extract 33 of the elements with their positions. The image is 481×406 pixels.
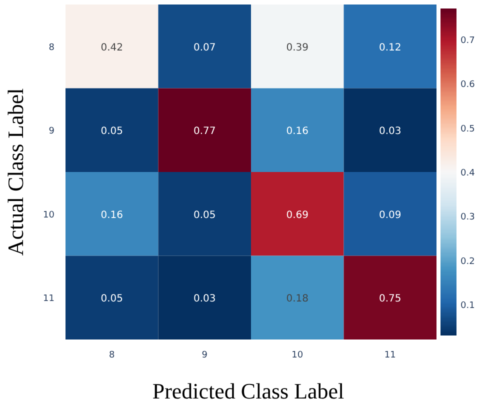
- data-label: 0.39: [286, 42, 309, 54]
- data-label: 0.03: [378, 126, 402, 138]
- data-label: 0.16: [286, 126, 309, 138]
- data-label: 0.07: [193, 42, 216, 54]
- y-tick-label: 10: [43, 210, 55, 220]
- data-label: 0.12: [378, 42, 402, 54]
- data-label: 0.05: [100, 294, 124, 305]
- color-bar-label: 0.2: [460, 256, 475, 267]
- x-axis-title: Predicted Class Label: [152, 378, 344, 404]
- data-label: 0.09: [378, 210, 402, 221]
- data-label: 0.75: [378, 294, 402, 305]
- data-label: 0.77: [193, 126, 216, 138]
- color-bar-label: 0.3: [460, 212, 475, 223]
- data-label: 0.18: [286, 294, 309, 305]
- x-tick-label: 8: [109, 350, 116, 360]
- color-bar-label: 0.4: [460, 168, 476, 178]
- x-tick-label: 10: [292, 350, 304, 360]
- data-label: 0.03: [193, 294, 216, 305]
- color-bar-label: 0.5: [460, 124, 475, 134]
- y-tick-label: 8: [48, 42, 55, 53]
- y-tick-label: 9: [48, 126, 55, 137]
- color-bar-label: 0.1: [460, 301, 475, 312]
- data-label: 0.42: [100, 42, 124, 54]
- x-tick-label: 9: [202, 350, 208, 360]
- data-label: 0.05: [100, 126, 124, 138]
- data-label: 0.16: [100, 210, 124, 221]
- data-label: 0.69: [286, 210, 309, 221]
- color-bar-label: 0.6: [460, 80, 476, 90]
- data-label: 0.05: [193, 210, 216, 221]
- y-tick-label: 11: [43, 294, 54, 304]
- y-axis-title: Actual Class Label: [3, 88, 28, 256]
- x-tick-label: 11: [384, 350, 396, 360]
- color-bar-label: 0.7: [460, 36, 475, 46]
